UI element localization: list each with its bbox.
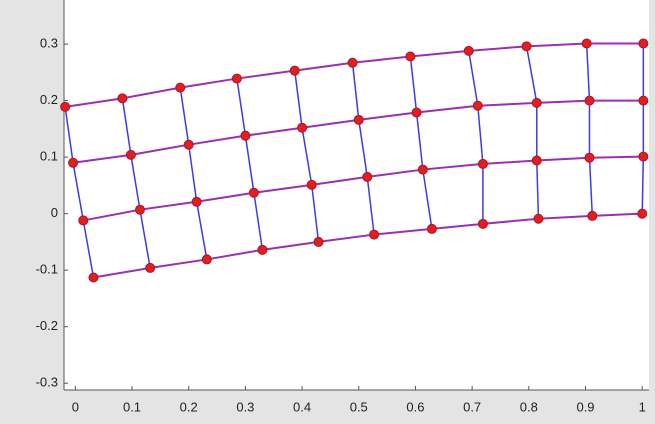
- point: [134, 204, 145, 215]
- point: [313, 236, 324, 247]
- point: [353, 114, 364, 125]
- point: [306, 179, 317, 190]
- point: [248, 187, 259, 198]
- point: [240, 130, 251, 141]
- point: [257, 244, 268, 255]
- point: [531, 155, 542, 166]
- y-tick-label: 0.2: [40, 92, 58, 107]
- mesh-line: [585, 43, 594, 216]
- point: [117, 93, 128, 104]
- point: [191, 196, 202, 207]
- mesh-line: [467, 50, 484, 224]
- point: [426, 223, 437, 234]
- point: [175, 82, 186, 93]
- point: [289, 65, 300, 76]
- point: [472, 100, 483, 111]
- point: [347, 57, 358, 68]
- mesh-line: [351, 62, 375, 235]
- y-tick-label: 0.1: [40, 149, 58, 164]
- point: [362, 171, 373, 182]
- point: [231, 73, 242, 84]
- x-tick-label: 0.7: [463, 399, 481, 414]
- x-tick-label: 0.1: [123, 399, 141, 414]
- point: [78, 215, 89, 226]
- point: [533, 213, 544, 224]
- point: [369, 229, 380, 240]
- point: [297, 122, 308, 133]
- point: [638, 151, 649, 162]
- point: [477, 158, 488, 169]
- x-tick-label: 0.6: [406, 399, 424, 414]
- point: [68, 157, 79, 168]
- point: [60, 101, 71, 112]
- point: [411, 107, 422, 118]
- point: [637, 208, 648, 219]
- point: [584, 95, 595, 106]
- point: [145, 262, 156, 273]
- point: [405, 51, 416, 62]
- mesh-line: [525, 46, 540, 219]
- mesh-line: [641, 43, 645, 214]
- point: [587, 210, 598, 221]
- point: [125, 149, 136, 160]
- point: [584, 152, 595, 163]
- x-tick-label: 0.3: [236, 399, 254, 414]
- point: [463, 45, 474, 56]
- y-tick-label: -0.2: [36, 318, 58, 333]
- y-tick-label: 0.3: [40, 36, 58, 51]
- mesh-line: [121, 98, 151, 269]
- point: [88, 272, 99, 283]
- point: [417, 164, 428, 175]
- point: [531, 97, 542, 108]
- point: [638, 38, 649, 49]
- x-tick-label: 1: [639, 399, 646, 414]
- y-tick-label: 0: [51, 205, 58, 220]
- x-tick-label: 0.4: [293, 399, 311, 414]
- x-tick-label: 0.5: [350, 399, 368, 414]
- mesh-line: [179, 87, 208, 260]
- mesh-line: [236, 78, 264, 250]
- mesh-line: [409, 56, 433, 230]
- point: [581, 38, 592, 49]
- x-tick-label: 0.2: [180, 399, 198, 414]
- point: [638, 95, 649, 106]
- x-tick-label: 0.9: [576, 399, 594, 414]
- mesh-line: [64, 106, 95, 278]
- y-tick-label: -0.1: [36, 262, 58, 277]
- point: [477, 218, 488, 229]
- point: [521, 41, 532, 52]
- plot-area: [64, 0, 649, 390]
- point: [183, 139, 194, 150]
- mesh-line: [293, 70, 320, 243]
- x-tick-label: 0: [72, 399, 79, 414]
- point: [201, 254, 212, 265]
- y-tick-label: -0.3: [36, 375, 58, 390]
- x-tick-label: 0.8: [520, 399, 538, 414]
